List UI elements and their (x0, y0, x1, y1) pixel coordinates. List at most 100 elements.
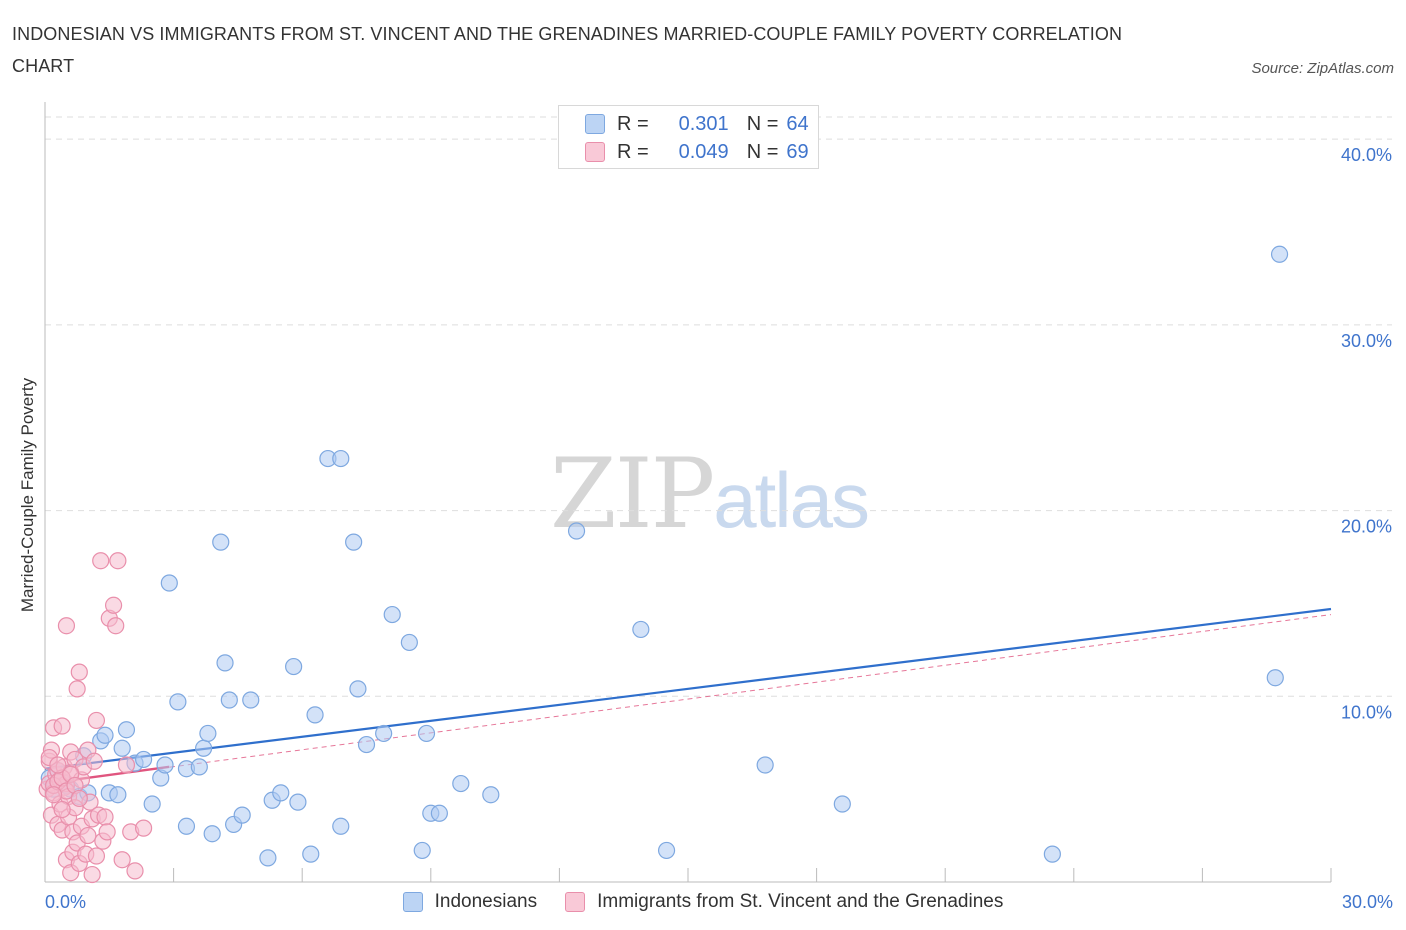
data-point-indonesians (1266, 669, 1284, 687)
data-point-indonesians (430, 804, 448, 822)
grid-layer (45, 116, 1392, 697)
series-st-vincent-immigrants (38, 552, 153, 884)
trend-line-immigrants-extended (44, 614, 1332, 785)
trend-line-indonesians (44, 607, 1332, 770)
y-tick-label: 20.0% (1341, 517, 1392, 537)
data-point-immigrants (134, 819, 153, 837)
legend-n-label: N = (746, 140, 779, 163)
data-point-immigrants (83, 865, 101, 884)
y-tick-label: 10.0% (1341, 702, 1392, 722)
data-point-indonesians (203, 825, 221, 843)
data-point-indonesians (482, 786, 500, 804)
data-point-immigrants (92, 552, 110, 570)
data-point-indonesians (242, 691, 260, 709)
data-point-immigrants (70, 663, 88, 681)
data-point-indonesians (109, 786, 127, 804)
legend-r-label: R = (617, 140, 649, 163)
data-point-indonesians (160, 574, 178, 592)
source-label: Source: ZipAtlas.com (1251, 60, 1394, 77)
data-point-indonesians (117, 721, 136, 739)
data-point-indonesians (756, 756, 774, 774)
data-point-indonesians (113, 739, 131, 757)
data-point-immigrants (57, 617, 76, 635)
data-point-immigrants (79, 826, 97, 845)
data-point-indonesians (306, 706, 324, 724)
legend-row-immigrants: R = 0.049 N = 69 (585, 140, 809, 164)
data-point-indonesians (285, 657, 303, 676)
legend-swatch-blue (585, 114, 605, 134)
data-point-indonesians (220, 691, 238, 709)
data-point-indonesians (233, 806, 251, 824)
data-point-indonesians (375, 724, 393, 743)
stats-legend: R = 0.301 N = 64 R = 0.049 N = 69 (558, 105, 819, 169)
data-point-immigrants (49, 756, 67, 774)
data-point-indonesians (833, 795, 851, 813)
legend-n-label: N = (746, 112, 779, 135)
y-tick-label: 40.0% (1341, 145, 1392, 165)
data-point-immigrants (53, 800, 71, 819)
legend-item-immigrants: Immigrants from St. Vincent and the Gren… (565, 891, 1003, 913)
data-point-indonesians (212, 533, 230, 551)
data-point-immigrants (98, 823, 116, 841)
data-point-immigrants (104, 596, 123, 614)
data-point-indonesians (657, 841, 676, 860)
legend-swatch-blue (402, 892, 423, 912)
data-point-indonesians (413, 841, 431, 860)
data-point-indonesians (332, 449, 350, 468)
data-point-indonesians (177, 817, 196, 835)
data-point-indonesians (259, 849, 277, 867)
x-tick-label: 0.0% (45, 892, 86, 912)
legend-n-value: 69 (786, 140, 809, 163)
y-tick-label: 30.0% (1341, 331, 1392, 351)
data-point-indonesians (400, 633, 418, 652)
data-point-indonesians (96, 726, 114, 744)
data-point-immigrants (44, 786, 63, 804)
data-point-immigrants (70, 789, 88, 808)
legend-r-label: R = (617, 112, 649, 135)
data-point-indonesians (417, 724, 436, 743)
tick-label-layer: 10.0% 20.0% 30.0% 40.0% 0.0% 30.0% (45, 145, 1393, 912)
data-point-immigrants (85, 752, 103, 770)
data-point-indonesians (567, 522, 586, 540)
chart-title: INDONESIAN VS IMMIGRANTS FROM ST. VINCEN… (12, 24, 1123, 76)
data-point-indonesians (357, 735, 376, 754)
data-point-indonesians (345, 533, 363, 551)
legend-r-value: 0.049 (678, 140, 729, 163)
data-point-indonesians (216, 654, 234, 672)
data-point-immigrants (113, 851, 131, 869)
data-point-immigrants (109, 552, 127, 570)
data-point-immigrants (87, 711, 106, 730)
data-point-indonesians (302, 845, 320, 863)
legend-r-value: 0.301 (678, 112, 729, 135)
data-point-indonesians (289, 793, 307, 811)
data-point-immigrants (68, 680, 86, 698)
series-indonesians (40, 245, 1289, 867)
data-point-indonesians (195, 739, 213, 757)
data-point-immigrants (126, 862, 144, 880)
data-point-indonesians (143, 795, 161, 813)
data-point-indonesians (632, 620, 650, 639)
data-point-indonesians (332, 817, 350, 835)
data-point-indonesians (156, 756, 174, 774)
legend-item-indonesians: Indonesians (402, 891, 538, 913)
legend-label-immigrants: Immigrants from St. Vincent and the Gren… (597, 891, 1004, 912)
data-point-indonesians (349, 680, 367, 698)
axis-layer (44, 102, 1332, 883)
data-point-indonesians (134, 750, 153, 769)
data-point-immigrants (87, 847, 106, 865)
legend-swatch-pink (585, 142, 605, 162)
data-point-indonesians (169, 693, 187, 711)
data-point-indonesians (190, 758, 208, 776)
data-point-immigrants (117, 756, 136, 774)
legend-row-indonesians: R = 0.301 N = 64 (585, 112, 809, 136)
legend-n-value: 64 (786, 112, 809, 135)
data-point-indonesians (452, 774, 470, 793)
data-point-immigrants (107, 617, 125, 635)
legend-label-indonesians: Indonesians (434, 891, 538, 912)
data-point-indonesians (199, 724, 217, 743)
data-point-indonesians (383, 605, 401, 624)
x-tick-label: 30.0% (1342, 892, 1393, 912)
data-point-indonesians (1270, 245, 1289, 263)
series-legend: Indonesians Immigrants from St. Vincent … (0, 888, 1406, 916)
